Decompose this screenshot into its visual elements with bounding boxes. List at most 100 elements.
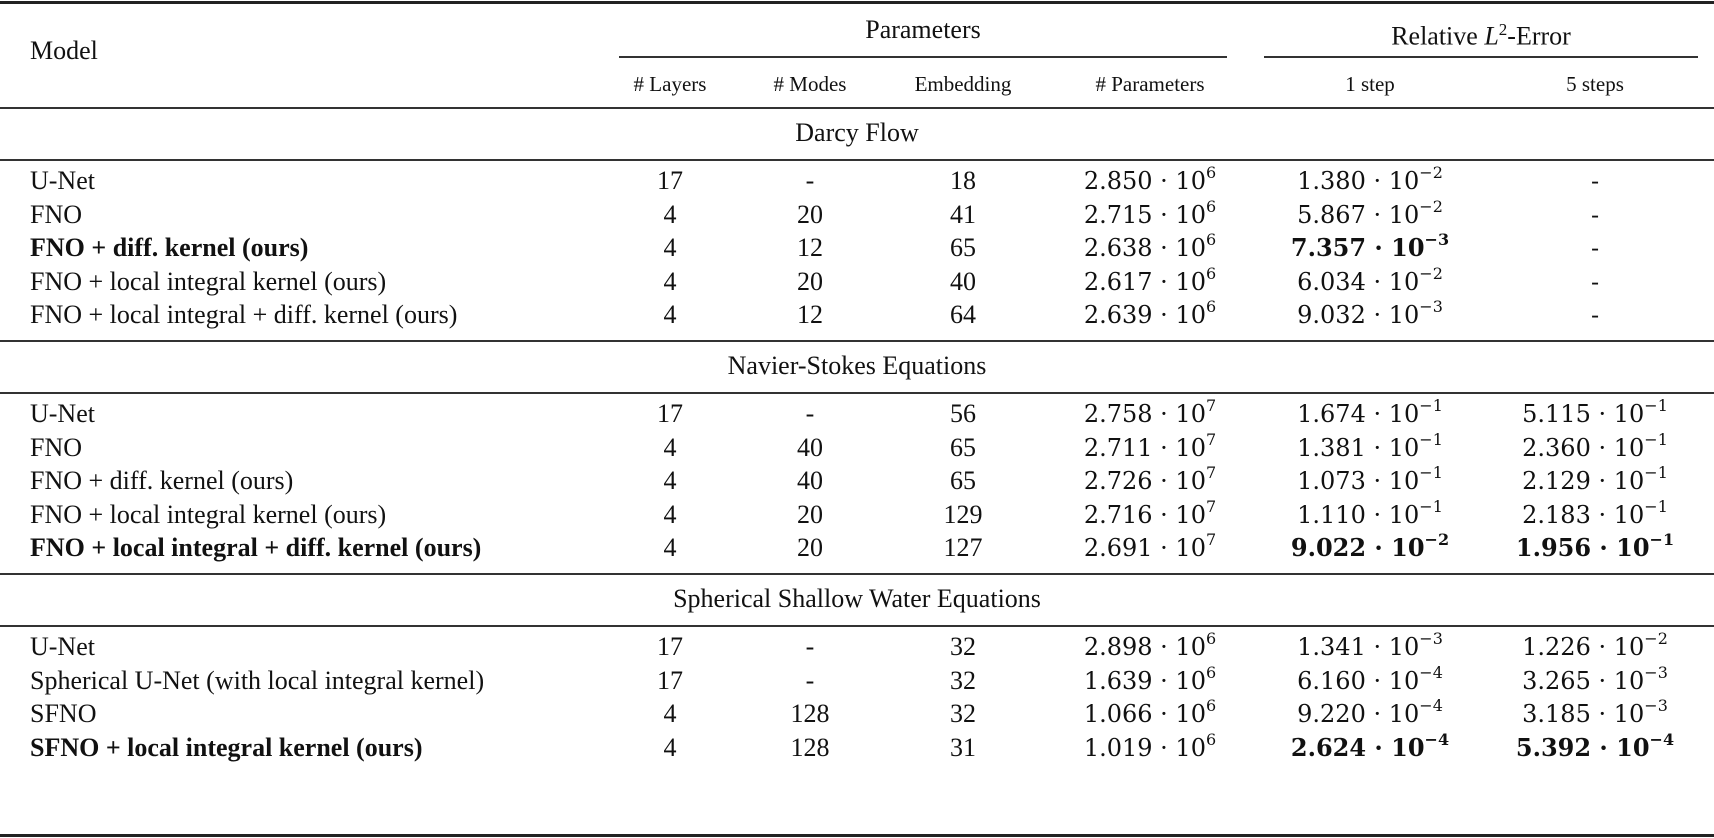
model-name: FNO + local integral + diff. kernel (our…	[30, 533, 482, 562]
embedding-cell: 129	[943, 499, 983, 529]
layers-cell: 17	[657, 632, 683, 661]
modes-cell: 128	[790, 699, 830, 728]
error-1-step-cell: 9.032 · 10−3	[1297, 297, 1443, 329]
layers-cell: 17	[657, 399, 683, 428]
model-name: U-Net	[30, 399, 95, 428]
section-divider	[0, 573, 1714, 575]
modes-cell: -	[805, 166, 815, 195]
params-cell: 1.019 · 106	[1083, 729, 1217, 762]
params-cell: 2.638 · 106	[1083, 230, 1217, 262]
model-name: SFNO + local integral kernel (ours)	[30, 732, 423, 762]
embedding-cell: 18	[950, 166, 976, 195]
header-num-parameters: # Parameters	[1095, 72, 1205, 96]
params-cell: 2.726 · 107	[1083, 463, 1217, 495]
error-5-steps-cell: -	[1590, 301, 1600, 329]
error-5-steps-cell: -	[1590, 167, 1600, 195]
embedding-cell: 64	[950, 300, 976, 329]
modes-cell: 20	[797, 266, 823, 296]
error-1-step-cell: 1.380 · 10−2	[1297, 163, 1443, 195]
params-cell: 2.711 · 107	[1083, 429, 1217, 462]
layers-cell: 4	[663, 300, 677, 329]
error-1-step-cell: 1.341 · 10−3	[1297, 629, 1443, 661]
header-layers: # Layers	[633, 72, 707, 96]
header-rule	[0, 107, 1714, 109]
error-1-step-cell: 1.110 · 10−1	[1297, 496, 1443, 529]
layers-cell: 4	[663, 732, 677, 762]
error-1-step-cell: 9.022 · 10−2	[1290, 530, 1450, 562]
params-cell: 2.898 · 106	[1083, 629, 1217, 661]
model-name: FNO + local integral + diff. kernel (our…	[30, 300, 458, 329]
model-name: FNO	[30, 432, 83, 462]
modes-cell: 40	[797, 432, 823, 462]
error-5-steps-cell: -	[1590, 234, 1600, 262]
error-5-steps-cell: -	[1590, 200, 1600, 229]
layers-cell: 17	[657, 665, 683, 695]
error-1-step-cell: 2.624 · 10−4	[1290, 729, 1450, 762]
error-5-steps-cell: 1.226 · 10−2	[1522, 629, 1668, 661]
model-name: SFNO	[30, 699, 97, 728]
section-rule	[0, 159, 1714, 161]
embedding-cell: 40	[950, 266, 976, 296]
modes-cell: 20	[797, 499, 823, 529]
params-cell: 2.639 · 106	[1083, 297, 1217, 329]
embedding-cell: 65	[950, 233, 976, 262]
section-rule	[0, 392, 1714, 394]
error-5-steps-cell: 2.129 · 10−1	[1522, 463, 1668, 495]
error-cmidrule	[1264, 56, 1698, 58]
layers-cell: 4	[663, 266, 677, 296]
layers-cell: 4	[663, 533, 677, 562]
embedding-cell: 41	[950, 199, 976, 229]
embedding-cell: 32	[950, 632, 976, 661]
error-1-step-cell: 5.867 · 10−2	[1297, 196, 1443, 229]
params-cell: 2.850 · 106	[1083, 163, 1217, 195]
model-name: FNO + diff. kernel (ours)	[30, 233, 309, 262]
error-5-steps-cell: -	[1590, 267, 1600, 296]
error-5-steps-cell: 2.360 · 10−1	[1522, 429, 1668, 462]
model-name: Spherical U-Net (with local integral ker…	[30, 665, 485, 695]
model-name: FNO + local integral kernel (ours)	[30, 499, 387, 529]
embedding-cell: 32	[950, 699, 976, 728]
header-model: Model	[30, 36, 98, 65]
error-1-step-cell: 9.220 · 10−4	[1297, 696, 1443, 728]
layers-cell: 4	[663, 466, 677, 495]
embedding-cell: 65	[950, 466, 976, 495]
top-rule	[0, 1, 1714, 4]
error-1-step-cell: 6.160 · 10−4	[1297, 662, 1443, 695]
modes-cell: -	[805, 399, 815, 428]
modes-cell: 20	[797, 199, 823, 229]
embedding-cell: 32	[950, 665, 976, 695]
error-5-steps-cell: 3.185 · 10−3	[1522, 696, 1668, 728]
modes-cell: -	[805, 632, 815, 661]
layers-cell: 4	[663, 499, 677, 529]
modes-cell: 12	[797, 233, 823, 262]
bottom-rule	[0, 834, 1714, 837]
params-cell: 1.639 · 106	[1083, 662, 1217, 695]
model-name: U-Net	[30, 166, 95, 195]
error-1-step-cell: 1.674 · 10−1	[1297, 396, 1443, 428]
error-5-steps-cell: 5.115 · 10−1	[1522, 396, 1668, 428]
section-title: Darcy Flow	[795, 118, 919, 147]
embedding-cell: 65	[950, 432, 976, 462]
header-error-group: Relative L2-Error	[1391, 20, 1571, 51]
layers-cell: 4	[663, 432, 677, 462]
header-5-steps: 5 steps	[1566, 72, 1624, 96]
layers-cell: 4	[663, 199, 677, 229]
modes-cell: 20	[797, 533, 823, 562]
params-cell: 2.617 · 106	[1083, 263, 1217, 296]
modes-cell: -	[805, 665, 815, 695]
params-cell: 2.691 · 107	[1083, 530, 1217, 562]
params-cell: 2.758 · 107	[1083, 396, 1217, 428]
header-parameters-group: Parameters	[865, 15, 981, 44]
modes-cell: 128	[790, 732, 830, 762]
embedding-cell: 56	[950, 399, 976, 428]
error-1-step-cell: 6.034 · 10−2	[1297, 263, 1443, 296]
embedding-cell: 31	[950, 732, 976, 762]
params-cell: 2.716 · 107	[1083, 496, 1217, 529]
embedding-cell: 127	[943, 533, 983, 562]
model-name: U-Net	[30, 632, 95, 661]
error-1-step-cell: 7.357 · 10−3	[1290, 230, 1450, 262]
modes-cell: 40	[797, 466, 823, 495]
layers-cell: 4	[663, 699, 677, 728]
header-1-step: 1 step	[1345, 72, 1395, 96]
model-name: FNO + diff. kernel (ours)	[30, 466, 294, 495]
